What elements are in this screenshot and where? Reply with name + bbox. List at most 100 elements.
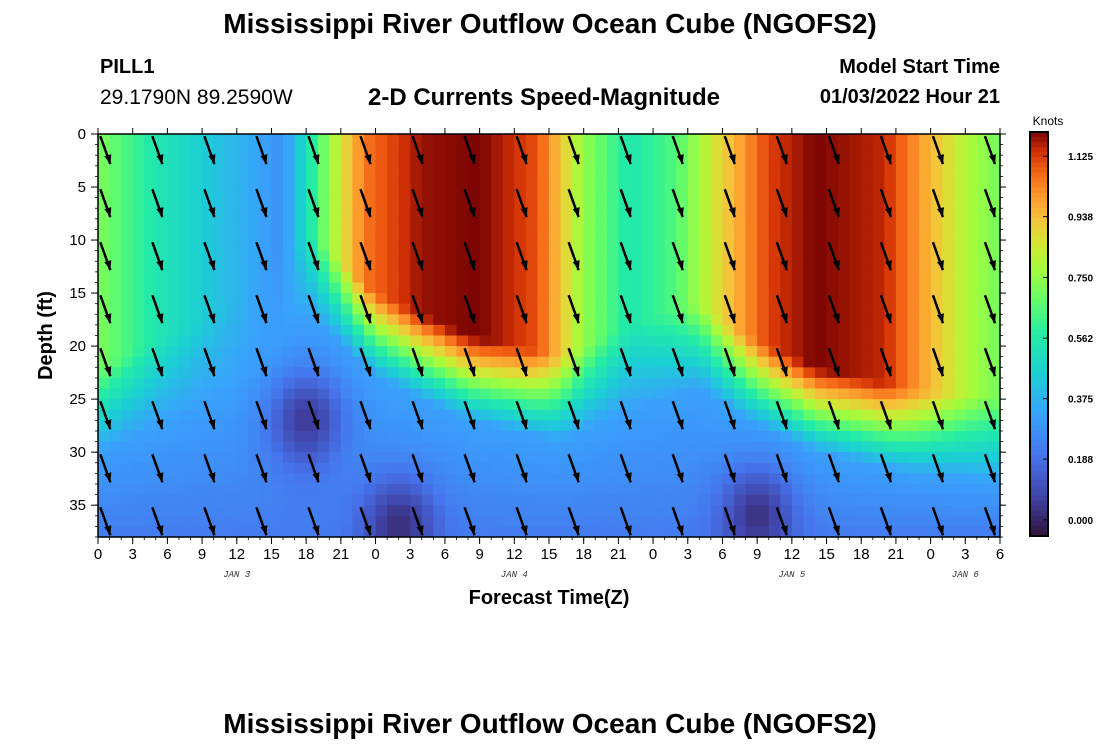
date-label: JAN 3 [223,570,251,580]
heatmap-cell [387,356,400,368]
heatmap-cell [456,229,469,241]
heatmap-cell [965,346,978,358]
heatmap-cell [791,356,805,368]
current-vector-head [936,472,944,483]
colorbar-segment [1030,429,1048,436]
heatmap-cell [676,282,689,294]
heatmap-cell [780,483,793,496]
heatmap-cell [722,399,735,411]
heatmap-cell [167,473,180,485]
heatmap-cell [444,452,458,464]
heatmap-cell [271,144,284,156]
heatmap-cell [699,473,712,485]
heatmap-cell [710,367,724,379]
heatmap-cell [317,208,330,220]
heatmap-cell [444,473,458,485]
heatmap-cell [872,367,885,379]
heatmap-cell [629,441,643,453]
heatmap-cell [872,494,885,506]
heatmap-cell [259,303,273,315]
heatmap-cell [618,346,631,358]
heatmap-cell [849,134,862,146]
heatmap-cell [629,399,643,411]
heatmap-cell [109,240,122,252]
heatmap-cell [699,134,712,146]
heatmap-cell [259,335,273,347]
heatmap-cell [757,367,770,379]
heatmap-cell [988,240,1001,252]
heatmap-cell [722,218,735,231]
heatmap-cell [155,218,168,231]
heatmap-cell [710,176,724,188]
heatmap-cell [734,388,747,400]
heatmap-cell [722,187,735,199]
heatmap-cell [410,271,423,284]
heatmap-cell [433,324,446,337]
heatmap-cell [167,134,180,146]
heatmap-cell [433,483,446,496]
heatmap-cell [976,293,990,305]
heatmap-cell [421,324,434,337]
heatmap-cell [329,526,342,538]
heatmap-cell [734,409,747,421]
heatmap-cell [433,505,446,517]
heatmap-cell [109,250,122,262]
heatmap-cell [121,430,134,443]
heatmap-cell [560,473,573,485]
heatmap-cell [306,441,319,453]
heatmap-cell [826,208,839,220]
heatmap-cell [306,399,319,411]
heatmap-cell [976,229,990,241]
current-vector-head [104,472,112,483]
heatmap-cell [826,399,839,411]
heatmap-cell [479,420,492,432]
heatmap-cell [988,197,1001,209]
current-vector-head [988,207,996,218]
heatmap-cell [687,388,700,400]
heatmap-cell [988,430,1001,443]
heatmap-cell [398,314,411,326]
heatmap-cell [872,155,885,167]
heatmap-cell [803,526,816,538]
heatmap-cell [757,388,770,400]
heatmap-cell [664,229,677,241]
heatmap-cell [479,261,492,273]
heatmap-cell [144,324,157,337]
heatmap-cell [653,346,666,358]
heatmap-cell [849,335,862,347]
colorbar-segment [1030,515,1048,522]
heatmap-cell [699,176,712,188]
heatmap-cell [479,250,492,262]
heatmap-cell [757,420,770,432]
heatmap-cell [375,261,388,273]
heatmap-cell [826,155,839,167]
heatmap-cell [167,346,180,358]
heatmap-cell [976,420,990,432]
heatmap-cell [884,441,897,453]
heatmap-cell [375,218,388,231]
heatmap-cell [190,134,203,146]
current-vector-head [728,313,736,324]
heatmap-cell [861,155,874,167]
heatmap-cell [861,441,874,453]
heatmap-cell [895,505,909,517]
heatmap-cell [872,483,885,496]
heatmap-cell [317,271,330,284]
heatmap-cell [456,494,469,506]
heatmap-cell [710,293,724,305]
heatmap-cell [317,367,330,379]
heatmap-cell [653,165,666,178]
heatmap-cell [583,399,596,411]
heatmap-cell [306,165,319,178]
heatmap-cell [444,462,458,474]
colorbar-segment [1030,147,1048,153]
heatmap-cell [814,441,828,453]
heatmap-cell [190,452,203,464]
heatmap-cell [121,218,134,231]
heatmap-cell [479,515,492,527]
heatmap-cell [757,155,770,167]
heatmap-cell [329,155,342,167]
heatmap-cell [225,441,238,453]
heatmap-cell [248,452,261,464]
x-tick-label: 6 [718,546,726,563]
